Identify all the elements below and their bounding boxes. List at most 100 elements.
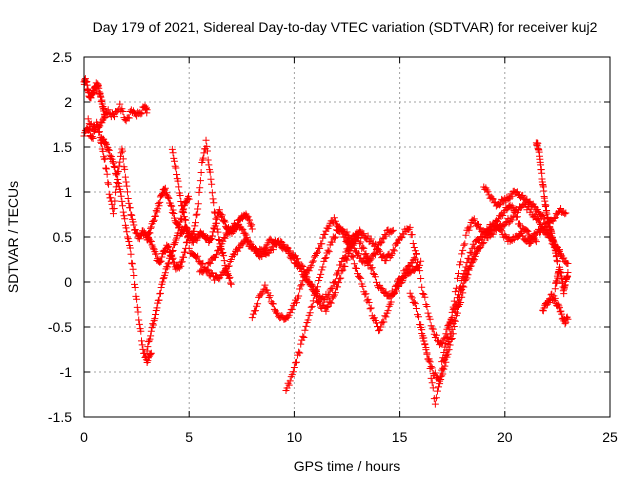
- data-point: [149, 217, 157, 225]
- data-point: [304, 316, 312, 324]
- data-point: [196, 184, 204, 192]
- data-point: [319, 263, 327, 271]
- data-point: [561, 210, 569, 218]
- data-point: [127, 250, 135, 258]
- data-point: [155, 296, 163, 304]
- series-track-p: [480, 183, 570, 230]
- data-point: [117, 149, 125, 157]
- y-tick-label: 2.5: [53, 49, 73, 65]
- data-point: [102, 164, 110, 172]
- data-point: [220, 252, 228, 260]
- data-point: [214, 247, 222, 255]
- data-point: [477, 243, 485, 251]
- data-point: [207, 175, 215, 183]
- data-point: [211, 209, 219, 217]
- data-point: [557, 307, 565, 315]
- data-point: [382, 313, 390, 321]
- data-point: [113, 178, 121, 186]
- data-point: [415, 264, 423, 272]
- data-point: [307, 280, 315, 288]
- data-point: [343, 228, 351, 236]
- data-point: [244, 213, 252, 221]
- data-point: [450, 323, 458, 331]
- data-point: [112, 183, 120, 191]
- data-point: [364, 261, 372, 269]
- data-point: [125, 114, 133, 122]
- data-point: [165, 259, 173, 267]
- data-point: [380, 252, 388, 260]
- data-point: [175, 222, 183, 230]
- data-point: [291, 359, 299, 367]
- data-point: [389, 226, 397, 234]
- data-point: [169, 149, 177, 157]
- data-point: [89, 134, 97, 142]
- data-point: [106, 151, 114, 159]
- data-point: [371, 251, 379, 259]
- data-point: [180, 213, 188, 221]
- data-point: [305, 267, 313, 275]
- data-point: [124, 235, 132, 243]
- data-point: [298, 261, 306, 269]
- data-point: [295, 258, 303, 266]
- data-point: [356, 240, 364, 248]
- data-point: [119, 155, 127, 163]
- data-point: [455, 269, 463, 277]
- data-point: [246, 219, 254, 227]
- y-tick-label: 0.5: [53, 229, 73, 245]
- data-point: [105, 190, 113, 198]
- data-point: [502, 218, 510, 226]
- data-point: [316, 244, 324, 252]
- data-point: [129, 265, 137, 273]
- data-point: [357, 238, 365, 246]
- data-point: [131, 225, 139, 233]
- data-point: [109, 158, 117, 166]
- data-point: [105, 146, 113, 154]
- data-point: [465, 266, 473, 274]
- data-point: [220, 216, 228, 224]
- data-point: [160, 185, 168, 193]
- data-point: [359, 282, 367, 290]
- data-point: [317, 270, 325, 278]
- series-track-k: [282, 225, 397, 395]
- data-point: [225, 262, 233, 270]
- data-point: [123, 182, 131, 190]
- data-point: [324, 303, 332, 311]
- data-point: [102, 165, 110, 173]
- x-tick-label: 0: [80, 429, 88, 445]
- data-point: [198, 260, 206, 268]
- data-point: [447, 315, 455, 323]
- data-point: [435, 383, 443, 391]
- data-point: [469, 257, 477, 265]
- data-point: [449, 303, 457, 311]
- data-point: [448, 308, 456, 316]
- data-point: [109, 210, 117, 218]
- data-point: [180, 209, 188, 217]
- data-point: [452, 284, 460, 292]
- data-point: [316, 274, 324, 282]
- data-point: [169, 246, 177, 254]
- data-point: [375, 246, 383, 254]
- data-point: [306, 309, 314, 317]
- data-point: [308, 302, 316, 310]
- data-point: [227, 255, 235, 263]
- data-point: [189, 238, 197, 246]
- data-point: [322, 254, 330, 262]
- data-point: [111, 113, 119, 121]
- series-track-f: [143, 192, 193, 355]
- data-point: [266, 247, 274, 255]
- data-point: [524, 227, 532, 235]
- data-point: [318, 266, 326, 274]
- data-point: [172, 164, 180, 172]
- data-point: [406, 289, 414, 297]
- data-point: [398, 234, 406, 242]
- data-point: [133, 303, 141, 311]
- data-point: [230, 251, 238, 259]
- data-point: [449, 330, 457, 338]
- data-point: [416, 267, 424, 275]
- data-point: [326, 298, 334, 306]
- data-point: [270, 305, 278, 313]
- data-point: [251, 307, 259, 315]
- data-point: [289, 368, 297, 376]
- data-point: [88, 134, 96, 142]
- data-point: [445, 346, 453, 354]
